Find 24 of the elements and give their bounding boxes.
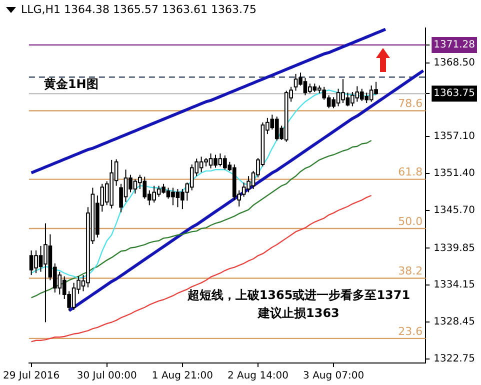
y-tick-label: 1351.40 bbox=[434, 168, 476, 180]
x-tick-label: 1 Aug 21:00 bbox=[152, 370, 213, 382]
annotation: 38.2 bbox=[398, 264, 423, 278]
y-tick-label: 1334.15 bbox=[434, 280, 476, 291]
y-tick-label: 1368.50 bbox=[434, 58, 476, 69]
x-tick-label: 3 Aug 07:00 bbox=[303, 370, 364, 382]
chart-title: LLG,H1 1364.38 1365.57 1363.61 1363.75 bbox=[21, 3, 256, 16]
annotation: 黄金1H图 bbox=[42, 77, 98, 92]
x-tick-label: 2 Aug 14:00 bbox=[227, 370, 289, 382]
annotation: 50.0 bbox=[398, 214, 423, 228]
y-tick-label: 1328.45 bbox=[434, 316, 476, 328]
y-tick-label: 1345.70 bbox=[434, 204, 476, 216]
annotation: 23.6 bbox=[398, 324, 423, 338]
x-tick-label: 29 Jul 2016 bbox=[3, 370, 60, 382]
annotation: 61.8 bbox=[398, 166, 423, 179]
y-tick-label: 1357.10 bbox=[434, 131, 476, 142]
y-tick-label: 1371.28 bbox=[434, 40, 476, 51]
annotation: 78.6 bbox=[398, 97, 423, 110]
x-tick-label: 30 Jul 00:00 bbox=[76, 370, 137, 382]
annotation: 建议止损1363 bbox=[257, 306, 340, 320]
y-tick-label: 1339.85 bbox=[434, 242, 476, 254]
y-tick-label: 1363.75 bbox=[434, 88, 476, 100]
y-tick-label: 1322.75 bbox=[434, 353, 476, 364]
annotation: 超短线，上破1365或进一步看多至1371 bbox=[186, 288, 410, 302]
